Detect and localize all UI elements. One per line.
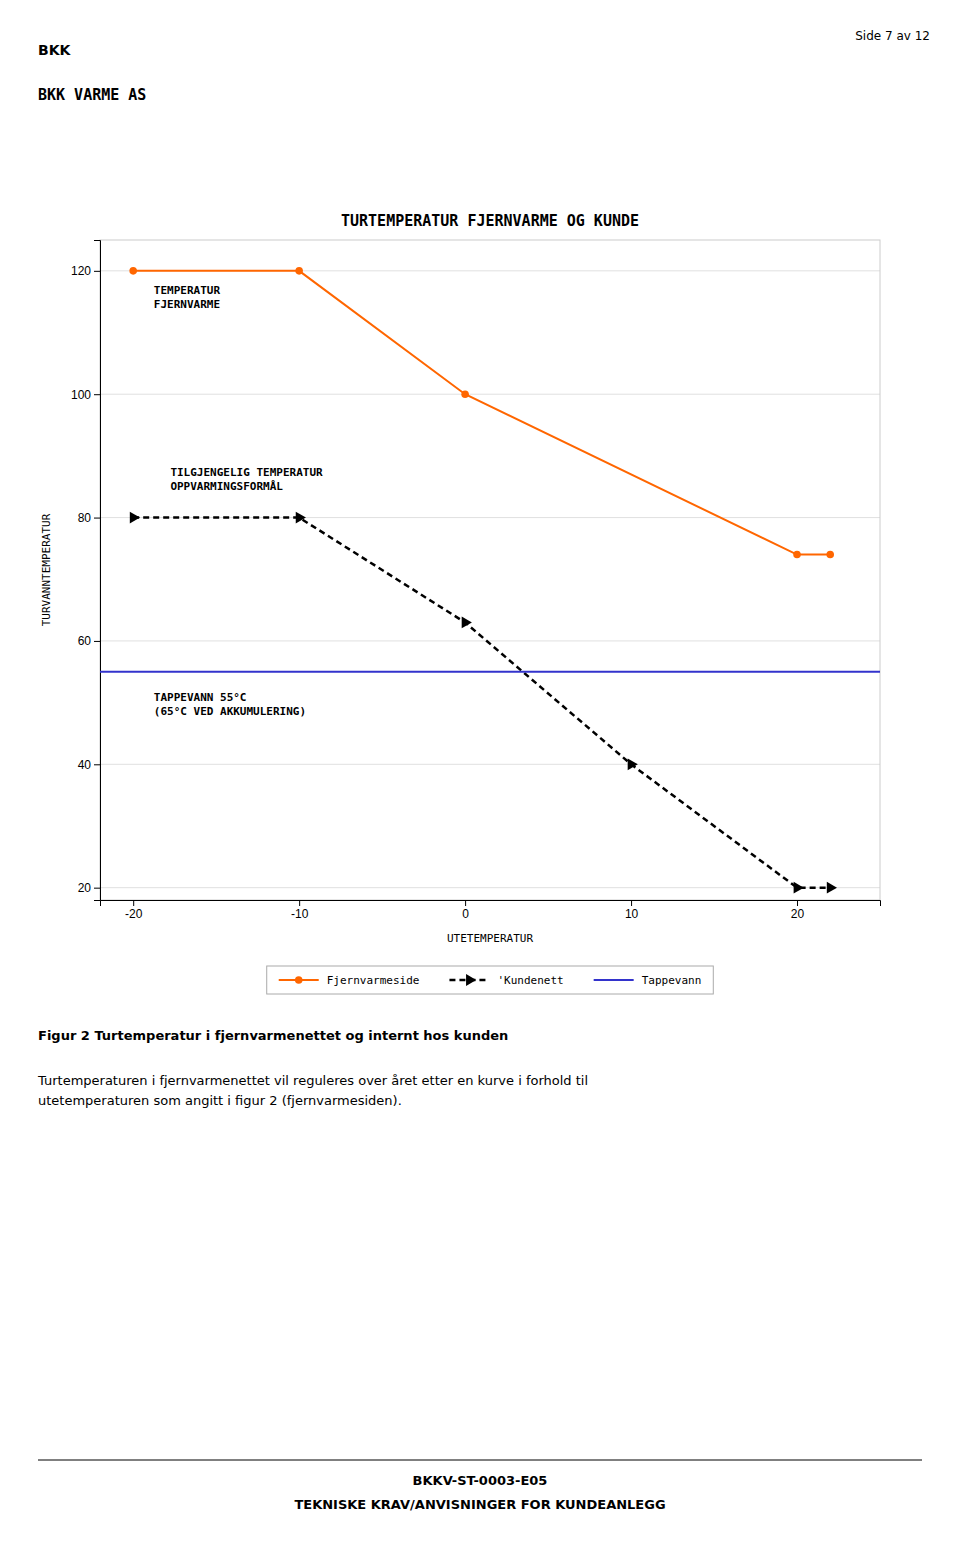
tick-mark: [94, 271, 100, 272]
series-marker: [827, 882, 837, 894]
company-name: BKK VARME AS: [38, 86, 146, 104]
annotation: TILGJENGELIG TEMPERATUR: [170, 466, 323, 479]
legend-frame: [267, 966, 714, 994]
caption-text: utetemperaturen som angitt i figur 2 (fj…: [38, 1093, 402, 1108]
tick-mark: [465, 900, 466, 906]
x-axis-title: UTETEMPERATUR: [447, 932, 533, 945]
y-axis: 20 40 60 80 100 120: [71, 241, 101, 901]
series-marker: [129, 267, 137, 275]
series: [129, 267, 834, 558]
legend-swatch: [594, 979, 634, 981]
series-marker: [461, 390, 469, 398]
annotation: TEMPERATUR: [154, 284, 221, 297]
tick: 100: [71, 388, 100, 402]
grid-line: [100, 764, 880, 765]
chart-title: TURTEMPERATUR FJERNVARME OG KUNDE: [341, 212, 639, 230]
footer-text: TEKNISKE KRAV/ANVISNINGER FOR KUNDEANLEG…: [294, 1497, 665, 1512]
tick-mark: [94, 764, 100, 765]
series-marker: [462, 617, 472, 629]
page-header: Side 7 av 12: [855, 29, 930, 43]
tick: 10: [625, 900, 639, 921]
marks: [100, 267, 880, 893]
tick-label: 10: [625, 907, 639, 921]
legend-label: Tappevann: [642, 974, 702, 987]
tick: 0: [462, 900, 469, 921]
tick-label: 60: [78, 634, 92, 648]
legend-item: Fjernvarmeside: [279, 974, 420, 987]
tick-label: 120: [71, 264, 91, 278]
series: [130, 512, 837, 894]
plot-frame: [100, 240, 880, 900]
tick-label: -10: [291, 907, 309, 921]
series-marker: [296, 512, 306, 524]
footer-text: BKKV-ST-0003-E05: [413, 1473, 548, 1488]
series-marker: [628, 758, 638, 770]
legend-marker: [466, 974, 476, 986]
tick-label: -20: [125, 907, 143, 921]
series-line: [133, 271, 830, 555]
caption-text: Turtemperaturen i fjernvarmenettet vil r…: [37, 1073, 588, 1088]
legend-label: Fjernvarmeside: [327, 974, 420, 987]
tick-label: 20: [78, 881, 92, 895]
tick-label: 0: [462, 907, 469, 921]
tick-mark: [631, 900, 632, 906]
grid-line: [100, 394, 880, 395]
legend: Fjernvarmeside 'Kundenett Tappevann: [267, 966, 714, 994]
legend-item: 'Kundenett: [449, 974, 563, 987]
page: Side 7 av 12 BKK BKK VARME AS TURTEMPERATUR…: [0, 0, 960, 1549]
tick-mark: [133, 900, 134, 906]
caption-title: Figur 2 Turtemperatur i fjernvarmenettet…: [38, 1028, 508, 1043]
axis-line: [94, 241, 101, 901]
tick-mark: [94, 888, 100, 889]
series: [100, 671, 880, 672]
axis-line: [101, 901, 881, 907]
annotation: OPPVARMINGSFORMÅL: [170, 480, 283, 493]
tick: -10: [291, 900, 309, 921]
tick: 120: [71, 264, 100, 278]
grid-line: [100, 887, 880, 888]
series-marker: [794, 882, 804, 894]
tick-mark: [299, 900, 300, 906]
chart: TURTEMPERATUR FJERNVARME OG KUNDE -20 -10 0…: [40, 212, 881, 994]
series-marker: [130, 512, 140, 524]
tick-label: 80: [78, 511, 92, 525]
annotations: TEMPERATURFJERNVARME TILGJENGELIG TEMPERA…: [154, 284, 323, 718]
tick: -20: [125, 900, 143, 921]
tick-mark: [797, 900, 798, 906]
series-line: [100, 671, 880, 673]
annotation: (65°C VED AKKUMULERING): [154, 705, 306, 718]
series-marker: [295, 267, 303, 275]
tick-label: 40: [78, 758, 92, 772]
series-marker: [826, 551, 834, 559]
series-line: [133, 518, 830, 888]
tick-label: 20: [791, 907, 805, 921]
tick: 60: [78, 634, 100, 648]
annotation: FJERNVARME: [154, 298, 220, 311]
legend-marker: [295, 976, 303, 984]
tick-mark: [94, 641, 100, 642]
legend-label: 'Kundenett: [497, 974, 563, 987]
tick: 80: [78, 511, 100, 525]
annotation: TAPPEVANN 55°C: [154, 691, 247, 704]
footer-rule: [38, 1460, 922, 1461]
tick: 20: [791, 900, 805, 921]
tick: 40: [78, 758, 100, 772]
tick: 20: [78, 881, 100, 895]
tick-mark: [94, 518, 100, 519]
tick-label: 100: [71, 388, 91, 402]
y-axis-title: TURVANNTEMPERATUR: [40, 513, 53, 626]
series-marker: [793, 551, 801, 559]
tick-mark: [94, 394, 100, 395]
logo: BKK: [38, 42, 72, 58]
legend-item: Tappevann: [594, 974, 702, 987]
grid: [100, 271, 880, 888]
x-axis: -20 -10 0 10 20: [101, 900, 881, 921]
grid-line: [100, 640, 880, 641]
